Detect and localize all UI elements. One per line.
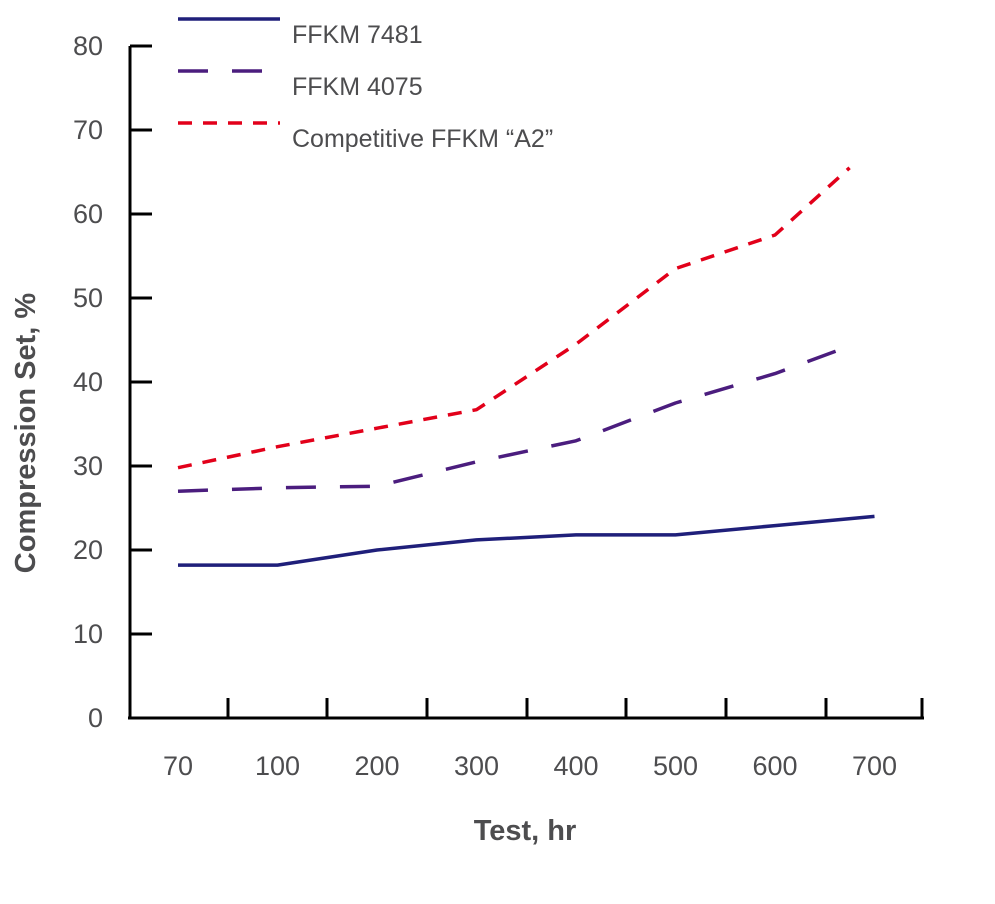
x-tick-label: 100 xyxy=(255,751,300,781)
y-tick-label: 40 xyxy=(73,367,103,397)
x-tick-label: 500 xyxy=(653,751,698,781)
x-axis-title: Test, hr xyxy=(474,815,577,847)
legend-label-3: Competitive FFKM “A2” xyxy=(292,125,553,153)
series-line-1 xyxy=(178,514,875,567)
y-tick-label: 10 xyxy=(73,619,103,649)
x-tick-label: 200 xyxy=(354,751,399,781)
x-tick-label: 300 xyxy=(454,751,499,781)
series-line-2 xyxy=(177,342,856,493)
x-tick-label: 400 xyxy=(553,751,598,781)
y-axis-title: Compression Set, % xyxy=(10,293,42,574)
y-tick-label: 70 xyxy=(73,115,103,145)
legend-label-2: FFKM 4075 xyxy=(292,73,423,101)
x-tick-label: 600 xyxy=(752,751,797,781)
series-line-3 xyxy=(177,166,851,470)
legend: FFKM 7481 FFKM 4075 Competitive FFKM “A2” xyxy=(178,17,553,153)
y-tick-label: 60 xyxy=(73,199,103,229)
y-tick-label: 20 xyxy=(73,535,103,565)
y-tick-label: 50 xyxy=(73,283,103,313)
y-tick-label: 0 xyxy=(88,703,103,733)
legend-label-1: FFKM 7481 xyxy=(292,21,423,49)
x-tick-label: 70 xyxy=(163,751,193,781)
x-tick-label: 700 xyxy=(852,751,897,781)
series-layer xyxy=(177,166,875,567)
y-tick-label: 80 xyxy=(73,31,103,61)
ticks-layer: 0 10 20 30 40 50 60 70 80 70 100 200 300 400 500 600 700 xyxy=(73,31,924,781)
y-tick-label: 30 xyxy=(73,451,103,481)
